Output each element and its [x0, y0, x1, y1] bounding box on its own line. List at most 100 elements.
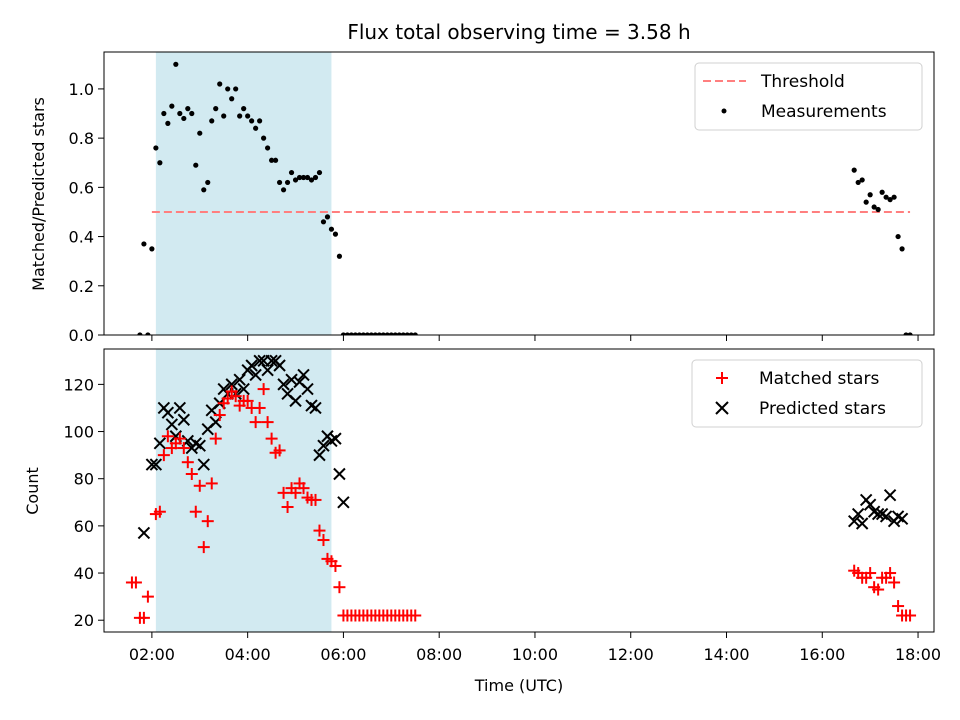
- measurement-point: [268, 157, 275, 163]
- measurement-point: [308, 177, 315, 183]
- matched-star-point: [257, 383, 270, 396]
- measurement-point: [181, 115, 187, 122]
- predicted-star-point: [337, 496, 350, 509]
- predicted-star-point: [245, 359, 258, 372]
- matched-star-point: [872, 583, 885, 596]
- predicted-star-point: [855, 517, 869, 530]
- measurement-point: [137, 332, 143, 335]
- predicted-star-point: [879, 510, 893, 523]
- x-axis-label: Time (UTC): [474, 676, 563, 695]
- predicted-star-point: [309, 401, 322, 415]
- matched-star-point: [241, 394, 254, 407]
- measurement-point: [312, 174, 319, 181]
- measurement-point: [400, 332, 406, 335]
- x-tick-label: 18:00: [895, 645, 941, 664]
- matched-star-point: [273, 444, 286, 457]
- matched-star-point: [137, 611, 150, 624]
- measurement-point: [241, 106, 247, 112]
- measurement-point: [276, 179, 283, 186]
- top-legend: Threshold Measurements: [694, 62, 923, 131]
- predicted-star-point: [883, 489, 897, 502]
- measurement-point: [237, 113, 243, 119]
- matched-star-point: [173, 432, 186, 445]
- bottom-plot-area: [125, 354, 917, 624]
- y-tick-label: 0.2: [69, 277, 94, 296]
- top-panel: 0.0 0.2 0.4 0.6 0.8 1.0 Matched/Predicted sta…: [29, 51, 935, 345]
- measurement-point: [193, 162, 199, 168]
- predicted-star-point: [233, 373, 246, 386]
- legend-predicted-label: Predicted stars: [759, 399, 886, 419]
- measurement-point: [205, 179, 211, 186]
- bottom-panel: 20 40 60 80 100 120 02:00 04:00 06:00 08:00 10:00…: [23, 348, 941, 695]
- top-shaded-interval: [155, 52, 332, 335]
- measurement-point: [229, 96, 235, 102]
- predicted-star-point: [165, 418, 179, 431]
- predicted-star-point: [333, 467, 346, 481]
- matched-star-point: [177, 442, 190, 455]
- measurement-point: [324, 214, 331, 220]
- measurement-point: [213, 106, 219, 112]
- measurement-point: [225, 86, 231, 92]
- measurement-point: [328, 226, 335, 232]
- predicted-star-point: [285, 373, 298, 386]
- predicted-star-point: [297, 368, 310, 382]
- matched-star-point: [253, 401, 266, 414]
- measurement-point: [261, 135, 267, 141]
- predicted-star-point: [145, 458, 159, 471]
- measurement-point: [360, 332, 366, 335]
- top-legend-box: [694, 62, 923, 131]
- predicted-star-point: [225, 378, 238, 391]
- matched-star-point: [157, 449, 170, 462]
- predicted-star-point: [847, 514, 861, 528]
- measurement-point: [372, 332, 378, 335]
- matched-star-point: [213, 409, 226, 422]
- measurement-point: [903, 332, 909, 335]
- x-tick-label: 04:00: [225, 645, 271, 664]
- measurement-point: [201, 187, 207, 193]
- measurement-point: [368, 332, 374, 335]
- measurement-point: [396, 332, 402, 335]
- matched-star-point: [317, 534, 330, 547]
- matched-star-point: [189, 505, 202, 518]
- measurement-point: [899, 246, 905, 252]
- measurement-point: [388, 332, 394, 335]
- predicted-star-point: [137, 526, 151, 540]
- legend-measurements-label: Measurements: [761, 102, 887, 122]
- measurement-point: [867, 192, 873, 198]
- measurement-point: [907, 332, 913, 335]
- legend-threshold-label: Threshold: [760, 72, 845, 92]
- legend-measurements-swatch: [721, 108, 727, 114]
- measurement-point: [296, 174, 303, 181]
- measurement-point: [332, 231, 339, 237]
- legend-predicted-swatch: [715, 401, 729, 415]
- measurement-point: [304, 174, 311, 181]
- measurement-point: [249, 118, 255, 124]
- bottom-y-ticks: 20 40 60 80 100 120: [63, 375, 104, 630]
- measurement-point: [384, 332, 390, 335]
- predicted-star-point: [265, 354, 278, 367]
- measurement-point: [352, 332, 358, 335]
- measurement-point: [189, 110, 195, 117]
- predicted-star-point: [277, 378, 290, 391]
- x-tick-label: 10:00: [512, 645, 558, 664]
- measurement-point: [883, 194, 889, 200]
- measurement-point: [173, 61, 179, 67]
- matched-star-point: [297, 482, 310, 495]
- measurement-point: [233, 86, 239, 92]
- predicted-star-point: [161, 406, 175, 419]
- measurement-point: [141, 241, 147, 247]
- measurement-point: [257, 118, 263, 124]
- measurement-point: [153, 145, 159, 151]
- measurement-point: [336, 253, 343, 259]
- y-tick-label: 120: [63, 375, 94, 394]
- bottom-axes-frame: [103, 348, 935, 633]
- matched-star-point: [261, 416, 274, 429]
- matched-star-point: [864, 567, 877, 580]
- matched-star-point: [309, 493, 322, 506]
- measurement-point: [356, 332, 362, 335]
- predicted-star-point: [249, 368, 262, 382]
- top-y-ticks: 0.0 0.2 0.4 0.6 0.8 1.0: [69, 80, 104, 345]
- matched-star-point: [289, 486, 302, 499]
- matched-star-point: [141, 590, 154, 603]
